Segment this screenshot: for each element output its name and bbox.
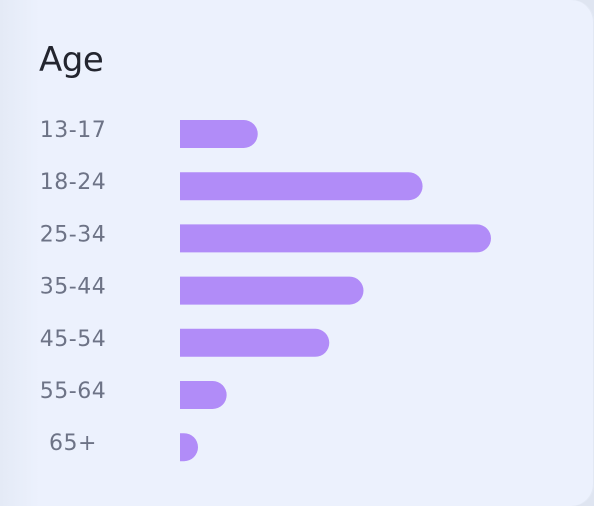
- tick-label-35-44: 35-44: [40, 275, 106, 300]
- bar-65plus[interactable]: [180, 433, 198, 462]
- bar-13-17[interactable]: [180, 120, 258, 148]
- bar-18-24[interactable]: [180, 172, 423, 201]
- bar-25-34[interactable]: [180, 224, 492, 253]
- tick-label-45-54: 45-54: [40, 327, 106, 352]
- bar-45-54[interactable]: [180, 328, 330, 357]
- bar-35-44[interactable]: [180, 276, 364, 305]
- tick-label-65plus: 65+: [49, 431, 97, 456]
- tick-label-18-24: 18-24: [40, 170, 106, 195]
- tick-label-55-64: 55-64: [40, 379, 106, 404]
- chart-title: Age: [39, 40, 104, 80]
- tick-label-13-17: 13-17: [40, 118, 106, 143]
- tick-label-25-34: 25-34: [40, 222, 106, 247]
- bar-55-64[interactable]: [180, 381, 227, 409]
